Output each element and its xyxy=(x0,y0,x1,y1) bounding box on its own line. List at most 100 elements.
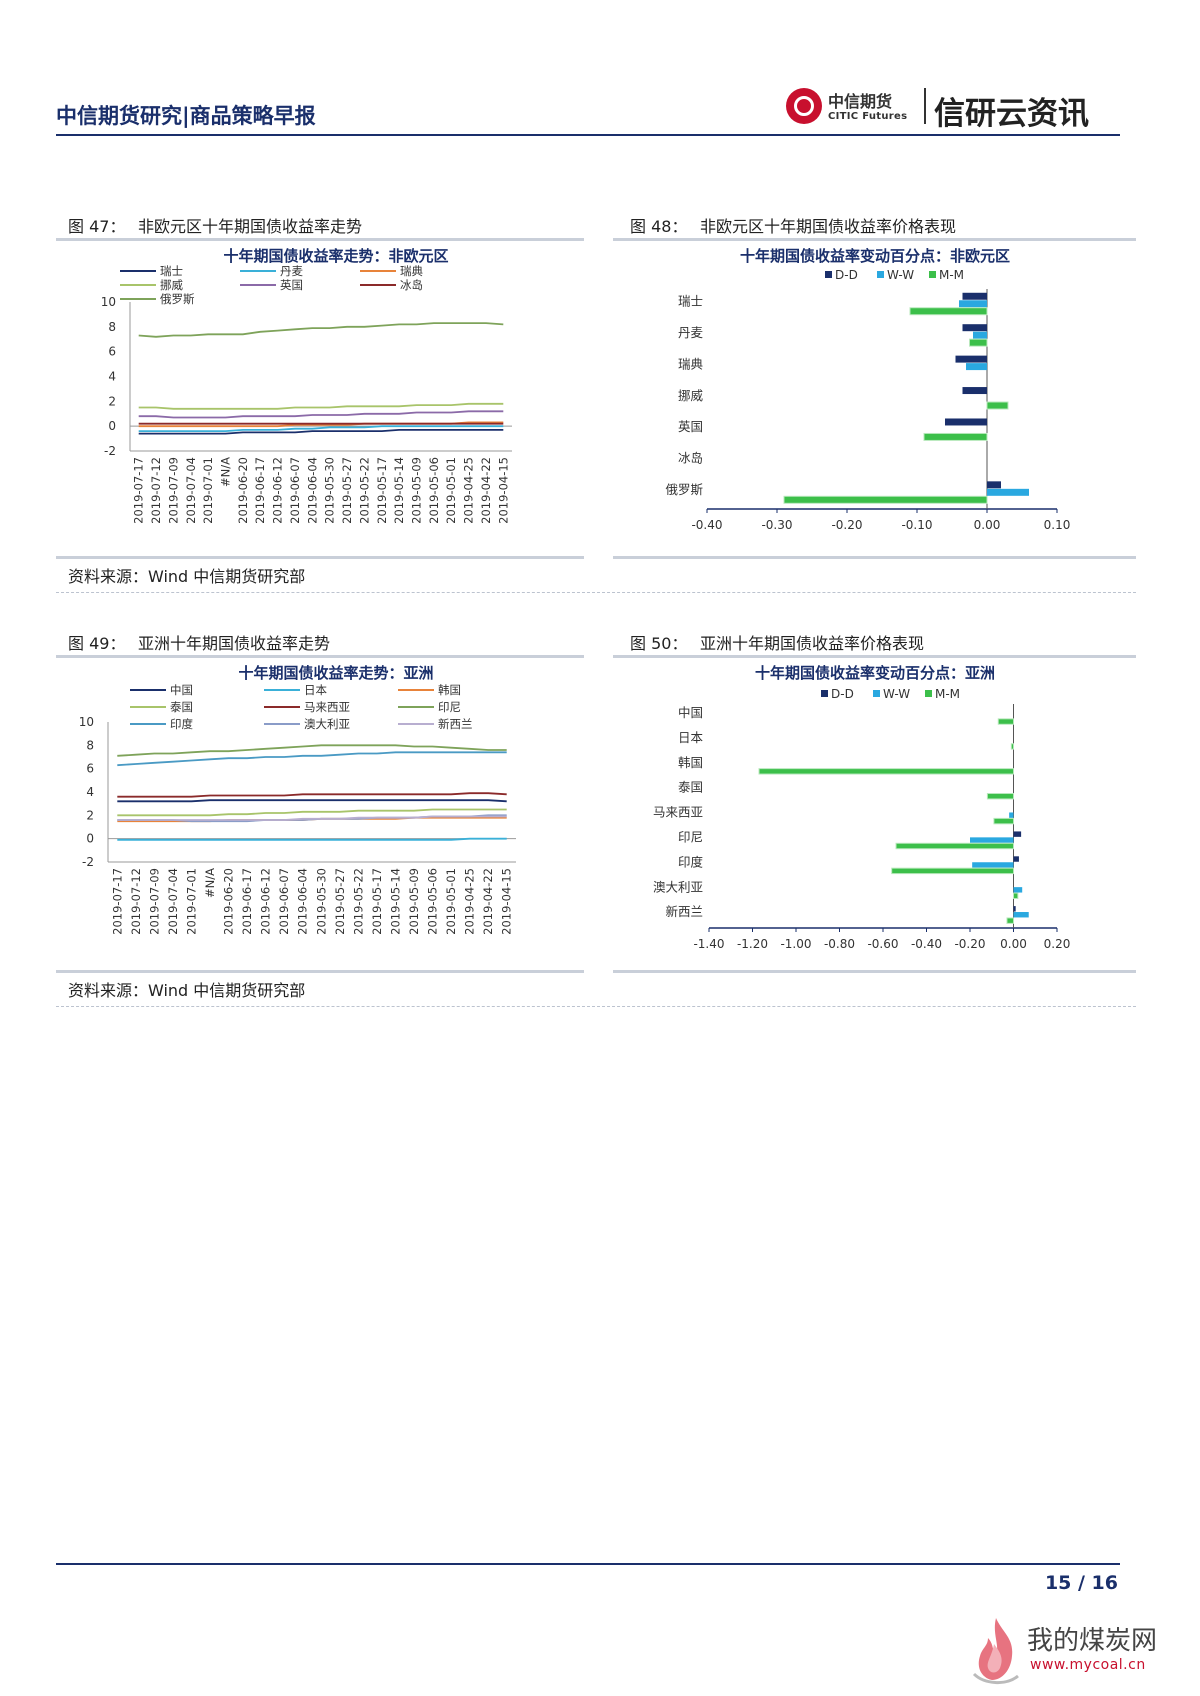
section-divider-2 xyxy=(56,1006,1136,1007)
bar-D-D xyxy=(987,481,1001,489)
category-label: 印度 xyxy=(678,854,704,869)
x-tick-label: 0.20 xyxy=(1044,937,1071,951)
watermark-url: www.mycoal.cn xyxy=(1030,1657,1146,1673)
header-rule xyxy=(56,134,1120,136)
category-label: 澳大利亚 xyxy=(653,879,703,894)
series-line-印度 xyxy=(117,751,507,767)
x-tick-label: 2019-07-12 xyxy=(149,457,163,524)
x-tick-label: 2019-06-17 xyxy=(253,457,267,524)
bar-D-D xyxy=(1013,831,1022,837)
x-tick-label: 2019-05-06 xyxy=(426,868,440,935)
x-tick-label: 2019-05-22 xyxy=(357,457,371,524)
figure-50-number: 图 50： xyxy=(630,634,688,653)
x-tick-label: 0.10 xyxy=(1044,518,1071,532)
figure-49-caption: 图 49： 亚洲十年期国债收益率走势 xyxy=(68,630,330,654)
category-label: 中国 xyxy=(678,705,703,720)
logo-company-english: CITIC Futures xyxy=(828,111,908,122)
figure-48-title: 非欧元区十年期国债收益率价格表现 xyxy=(700,217,957,236)
x-tick-label: 2019-05-14 xyxy=(388,868,402,935)
x-tick-label: 2019-05-01 xyxy=(444,457,458,524)
logo-company-name: 中信期货 xyxy=(828,92,893,111)
category-label: 瑞士 xyxy=(678,293,703,308)
figure-47-caption: 图 47： 非欧元区十年期国债收益率走势 xyxy=(68,213,362,237)
legend-label: D-D xyxy=(835,268,858,282)
legend-label: 中国 xyxy=(170,683,193,697)
legend-label: 马来西亚 xyxy=(304,700,350,714)
bar-W-W xyxy=(966,363,987,371)
legend-label: M-M xyxy=(939,268,964,282)
category-label: 日本 xyxy=(678,730,704,745)
legend-label: 印尼 xyxy=(438,700,461,714)
legend-label: W-W xyxy=(883,687,910,701)
bar-M-M xyxy=(758,768,1014,775)
x-tick-label: 2019-04-25 xyxy=(463,868,477,935)
y-tick-label: 2 xyxy=(86,808,94,822)
figure-50-rule xyxy=(613,655,1136,658)
figure-49-title: 亚洲十年期国债收益率走势 xyxy=(138,634,331,653)
y-tick-label: 4 xyxy=(108,370,116,384)
figure-49-bottom-rule xyxy=(56,970,584,973)
figure-49-rule xyxy=(56,655,584,658)
x-tick-label: 2019-07-04 xyxy=(166,868,180,935)
legend-label: 瑞典 xyxy=(400,264,423,278)
x-tick-label: 2019-06-12 xyxy=(259,868,273,935)
x-tick-label: 2019-06-20 xyxy=(236,457,250,524)
x-tick-label: #N/A xyxy=(219,457,233,487)
x-tick-label: 2019-05-06 xyxy=(427,457,441,524)
series-line-新西兰 xyxy=(117,815,507,821)
figure-47-source: 资料来源：Wind 中信期货研究部 xyxy=(68,567,306,586)
x-tick-label: 2019-06-07 xyxy=(277,868,291,935)
x-tick-label: 2019-07-09 xyxy=(147,868,161,935)
report-header-title: 中信期货研究|商品策略早报 xyxy=(56,104,316,128)
bar-D-D xyxy=(962,324,987,332)
chart-48-non-euro-yield-change: 十年期国债收益率变动百分点：非欧元区 D-D W-W M-M -0.40 -0.30 -0.… xyxy=(665,247,1071,532)
chart-title: 十年期国债收益率变动百分点：亚洲 xyxy=(755,664,995,682)
x-tick-label: 2019-07-01 xyxy=(184,868,198,935)
figure-47-title: 非欧元区十年期国债收益率走势 xyxy=(138,217,363,236)
x-tick-label: 2019-06-04 xyxy=(296,868,310,935)
y-tick-label: 0 xyxy=(108,419,116,433)
brand-name: 信研云资讯 xyxy=(934,96,1089,132)
series-line-挪威 xyxy=(138,402,504,410)
legend-label: W-W xyxy=(887,268,914,282)
series-line-英国 xyxy=(138,410,504,419)
bar-M-M xyxy=(923,432,988,441)
series-line-印尼 xyxy=(117,744,507,757)
watermark-text: 我的煤炭网 xyxy=(1027,1626,1158,1656)
x-tick-label: -0.60 xyxy=(867,937,898,951)
x-tick-label: 2019-04-22 xyxy=(479,457,493,524)
figure-50-caption: 图 50： 亚洲十年期国债收益率价格表现 xyxy=(630,630,924,654)
y-tick-label: 10 xyxy=(79,715,94,729)
bar-M-M xyxy=(895,842,1014,850)
bar-W-W xyxy=(1013,887,1023,893)
y-tick-label: 0 xyxy=(86,832,94,846)
x-tick-label: 2019-07-04 xyxy=(184,457,198,524)
x-tick-label: 2019-05-27 xyxy=(340,457,354,524)
bar-M-M xyxy=(1013,892,1019,899)
x-tick-label: 2019-07-09 xyxy=(166,457,180,524)
category-label: 印尼 xyxy=(678,830,703,845)
x-tick-label: 0.00 xyxy=(1000,937,1027,951)
figure-48-caption: 图 48： 非欧元区十年期国债收益率价格表现 xyxy=(630,213,956,237)
x-tick-label: -0.40 xyxy=(691,518,722,532)
chart-title: 十年期国债收益率变动百分点：非欧元区 xyxy=(740,247,1010,265)
series-line-日本 xyxy=(117,837,507,841)
page-number: 15 / 16 xyxy=(1044,1572,1118,1594)
x-tick-label: 2019-07-17 xyxy=(110,868,124,935)
figure-47-rule xyxy=(56,238,584,241)
x-tick-label: 2019-05-09 xyxy=(410,457,424,524)
x-tick-label: -0.10 xyxy=(901,518,932,532)
x-tick-label: 2019-05-22 xyxy=(351,868,365,935)
figure-48-bottom-rule xyxy=(613,556,1136,559)
x-tick-label: -0.40 xyxy=(911,937,942,951)
x-tick-label: 2019-05-27 xyxy=(333,868,347,935)
x-tick-label: 2019-05-30 xyxy=(314,868,328,935)
bar-M-M xyxy=(997,718,1014,725)
legend-swatch xyxy=(873,690,880,697)
legend-label: 日本 xyxy=(304,683,327,697)
bar-W-W xyxy=(959,300,987,308)
category-label: 马来西亚 xyxy=(653,805,703,820)
legend-label: 澳大利亚 xyxy=(304,717,350,731)
